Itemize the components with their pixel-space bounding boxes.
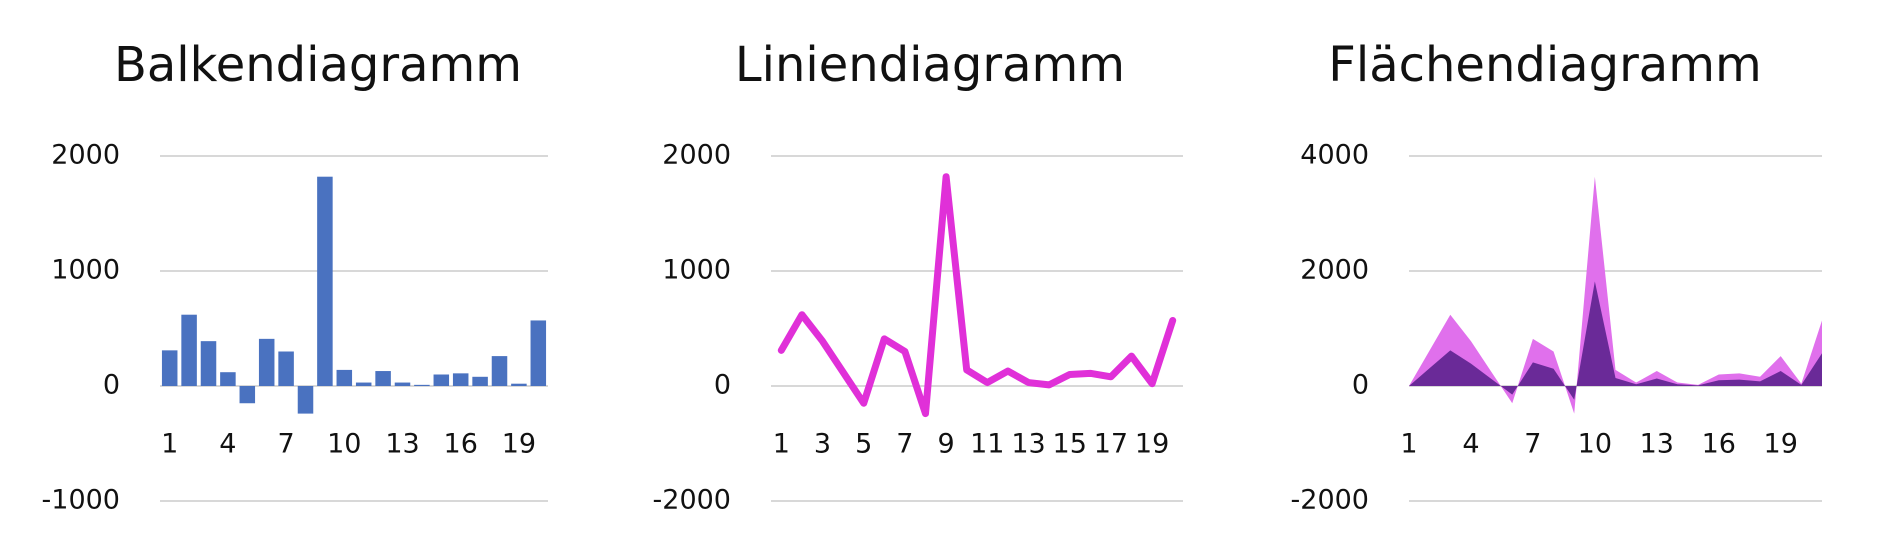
x-tick-label: 10: [327, 429, 361, 460]
x-tick-label: 16: [444, 429, 478, 460]
x-tick-label: 19: [1135, 429, 1169, 460]
chart-title: Liniendiagramm: [735, 37, 1125, 93]
x-tick-label: 7: [896, 429, 913, 460]
bar: [452, 373, 469, 386]
x-tick-label: 1: [161, 429, 178, 460]
chart-title: Balkendiagramm: [114, 37, 522, 93]
chart: Flächendiagramm -2000 0 2000 4000 1 4 7 10 13 16 19: [1291, 37, 1822, 516]
bar: [317, 176, 333, 386]
x-tick-label: 17: [1094, 429, 1128, 460]
x-tick-label: 11: [970, 429, 1004, 460]
x-tick-label: 4: [1462, 429, 1479, 460]
bar: [258, 338, 275, 386]
bar: [414, 384, 430, 386]
x-tick-label: 10: [1578, 429, 1612, 460]
bar: [181, 314, 197, 386]
chart: Balkendiagramm -1000 0 1000 2000 1 4 7 10 13 16 19: [42, 37, 548, 516]
y-tick-label: -1000: [42, 485, 120, 516]
line: [777, 173, 1177, 418]
y-tick-label: 0: [1352, 370, 1369, 401]
x-tick-label: 15: [1053, 429, 1087, 460]
area: [1409, 281, 1822, 400]
x-tick-label: 3: [814, 429, 831, 460]
y-tick-label: 2000: [51, 140, 120, 171]
y-tick-label: 2000: [662, 140, 731, 171]
x-tick-label: 13: [385, 429, 419, 460]
x-tick-label: 13: [1011, 429, 1045, 460]
x-tick-label: 16: [1702, 429, 1736, 460]
bar: [394, 382, 411, 386]
x-tick-label: 5: [855, 429, 872, 460]
x-tick-label: 9: [938, 429, 955, 460]
bar: [200, 341, 217, 386]
y-tick-label: 1000: [51, 255, 120, 286]
y-tick-label: 4000: [1300, 140, 1369, 171]
x-tick-label: 1: [1400, 429, 1417, 460]
y-tick-label: -2000: [1291, 485, 1369, 516]
x-tick-label: 1: [773, 429, 790, 460]
y-tick-label: -2000: [653, 485, 731, 516]
bar: [161, 350, 178, 386]
bar: [511, 383, 527, 386]
y-tick-label: 0: [714, 370, 731, 401]
y-tick-label: 1000: [662, 255, 731, 286]
bar: [355, 382, 372, 386]
bar: [472, 376, 488, 386]
bar: [336, 369, 353, 386]
bar: [297, 386, 314, 414]
bar: [491, 356, 508, 386]
x-tick-label: 7: [278, 429, 295, 460]
chart-title: Flächendiagramm: [1328, 37, 1761, 93]
bar: [220, 372, 236, 386]
x-tick-label: 19: [1764, 429, 1798, 460]
y-tick-label: 0: [103, 370, 120, 401]
bar: [375, 371, 391, 386]
x-tick-label: 4: [219, 429, 236, 460]
bar: [530, 320, 547, 386]
y-tick-label: 2000: [1300, 255, 1369, 286]
x-tick-label: 19: [502, 429, 536, 460]
x-tick-label: 7: [1524, 429, 1541, 460]
bar: [278, 351, 294, 386]
bar: [239, 386, 256, 404]
x-tick-label: 13: [1640, 429, 1674, 460]
bar: [433, 374, 450, 386]
